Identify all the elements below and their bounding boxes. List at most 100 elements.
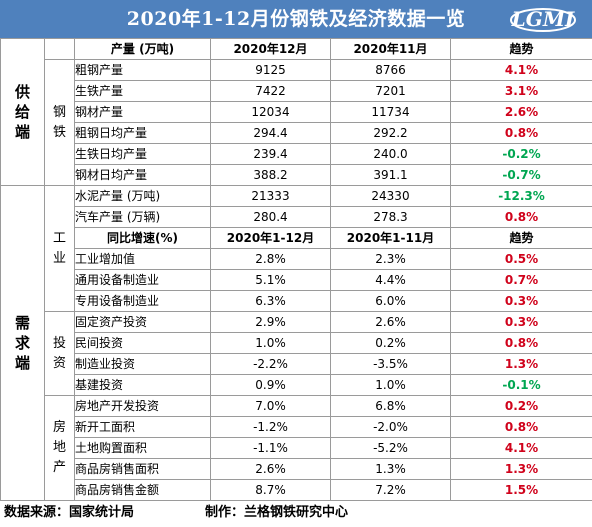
- table-row: 商品房销售金额 8.7% 7.2% 1.5%: [1, 479, 592, 501]
- row-name: 制造业投资: [74, 353, 211, 375]
- page-title: 2020年1-12月份钢铁及经济数据一览: [126, 8, 466, 30]
- table-row: 新开工面积 -1.2% -2.0% 0.8%: [1, 416, 592, 438]
- row-value-1: -1.2%: [210, 416, 331, 438]
- row-value-1: 0.9%: [210, 374, 331, 396]
- row-value-1: 7.0%: [210, 395, 331, 417]
- header-trend: 趋势: [450, 227, 592, 249]
- row-name: 粗钢日均产量: [74, 122, 211, 144]
- trend-badge: 4.1%: [450, 437, 592, 459]
- table-row: 生铁日均产量 239.4 240.0 -0.2%: [1, 143, 592, 165]
- row-value-2: 24330: [330, 185, 451, 207]
- table-row: 粗钢日均产量 294.4 292.2 0.8%: [1, 122, 592, 144]
- row-value-2: 4.4%: [330, 269, 451, 291]
- row-name: 商品房销售金额: [74, 479, 211, 501]
- trend-badge: 0.5%: [450, 248, 592, 270]
- svg-text:LGMI: LGMI: [511, 7, 575, 31]
- row-name: 新开工面积: [74, 416, 211, 438]
- row-value-2: 6.0%: [330, 290, 451, 312]
- row-name: 通用设备制造业: [74, 269, 211, 291]
- row-value-2: 2.3%: [330, 248, 451, 270]
- row-name: 生铁日均产量: [74, 143, 211, 165]
- table-row: 投资固定资产投资 2.9% 2.6% 0.3%: [1, 311, 592, 396]
- row-value-2: 1.0%: [330, 374, 451, 396]
- trend-badge: 0.8%: [450, 206, 592, 228]
- table-row: 钢材日均产量 388.2 391.1 -0.7%: [1, 164, 592, 186]
- row-value-1: 5.1%: [210, 269, 331, 291]
- table-row: 土地购置面积 -1.1% -5.2% 4.1%: [1, 437, 592, 459]
- table-row: 民间投资 1.0% 0.2% 0.8%: [1, 332, 592, 354]
- row-value-1: 21333: [210, 185, 331, 207]
- sub-steel: 钢铁: [44, 59, 75, 186]
- row-name: 工业增加值: [74, 248, 211, 270]
- row-value-2: 6.8%: [330, 395, 451, 417]
- header-row: 供给端 产量 (万吨) 2020年12月 2020年11月 趋势: [0, 38, 592, 186]
- lgmi-logo: LGMI: [510, 7, 576, 32]
- row-name: 商品房销售面积: [74, 458, 211, 480]
- row-value-1: -1.1%: [210, 437, 331, 459]
- row-name: 钢材产量: [74, 101, 211, 123]
- table-row: 专用设备制造业 6.3% 6.0% 0.3%: [1, 290, 592, 312]
- row-value-2: -5.2%: [330, 437, 451, 459]
- trend-badge: 1.3%: [450, 458, 592, 480]
- row-value-2: 8766: [330, 59, 451, 81]
- row-name: 房地产开发投资: [74, 395, 211, 417]
- row-value-2: 7.2%: [330, 479, 451, 501]
- trend-badge: 0.2%: [450, 395, 592, 417]
- trend-badge: 0.8%: [450, 416, 592, 438]
- row-value-2: 0.2%: [330, 332, 451, 354]
- row-value-2: -3.5%: [330, 353, 451, 375]
- row-value-2: 7201: [330, 80, 451, 102]
- row-name: 土地购置面积: [74, 437, 211, 459]
- sub-blank: [44, 38, 75, 60]
- row-value-2: 240.0: [330, 143, 451, 165]
- header-col1: 2020年1-12月: [210, 227, 331, 249]
- data-table: 供给端产量 (万吨) 2020年12月 2020年11月 趋势钢铁粗钢产量 9125 87…: [0, 38, 592, 501]
- row-value-1: 12034: [210, 101, 331, 123]
- row-value-1: 7422: [210, 80, 331, 102]
- row-value-2: 391.1: [330, 164, 451, 186]
- trend-badge: 0.3%: [450, 311, 592, 333]
- title-bar: 2020年1-12月份钢铁及经济数据一览 LGMI: [0, 0, 592, 38]
- header-name: 产量 (万吨): [74, 38, 211, 60]
- table-row: 钢材产量 12034 11734 2.6%: [1, 101, 592, 123]
- row-value-1: 9125: [210, 59, 331, 81]
- row-name: 生铁产量: [74, 80, 211, 102]
- table-row: 钢铁粗钢产量 9125 8766 4.1%: [1, 59, 592, 186]
- header-col1: 2020年12月: [210, 38, 331, 60]
- trend-badge: -12.3%: [450, 185, 592, 207]
- row-name: 固定资产投资: [74, 311, 211, 333]
- table-row: 需求端工业水泥产量 (万吨) 21333 24330 -12.3%: [0, 185, 592, 501]
- row-value-1: 2.9%: [210, 311, 331, 333]
- row-value-2: -2.0%: [330, 416, 451, 438]
- header-trend: 趋势: [450, 38, 592, 60]
- row-value-1: 1.0%: [210, 332, 331, 354]
- header-row: 同比增速(%) 2020年1-12月 2020年1-11月 趋势: [1, 227, 592, 249]
- table-row: 房地产房地产开发投资 7.0% 6.8% 0.2%: [1, 395, 592, 501]
- header-col2: 2020年1-11月: [330, 227, 451, 249]
- trend-badge: -0.1%: [450, 374, 592, 396]
- row-name: 粗钢产量: [74, 59, 211, 81]
- trend-badge: 0.8%: [450, 122, 592, 144]
- trend-badge: 4.1%: [450, 59, 592, 81]
- table-row: 制造业投资 -2.2% -3.5% 1.3%: [1, 353, 592, 375]
- trend-badge: 0.3%: [450, 290, 592, 312]
- header-col2: 2020年11月: [330, 38, 451, 60]
- trend-badge: 0.7%: [450, 269, 592, 291]
- row-value-2: 278.3: [330, 206, 451, 228]
- row-value-2: 11734: [330, 101, 451, 123]
- row-name: 钢材日均产量: [74, 164, 211, 186]
- table-row: 生铁产量 7422 7201 3.1%: [1, 80, 592, 102]
- section-supply: 供给端: [0, 38, 45, 186]
- trend-badge: 2.6%: [450, 101, 592, 123]
- row-value-2: 2.6%: [330, 311, 451, 333]
- sub-industry: 工业: [44, 185, 75, 312]
- row-name: 专用设备制造业: [74, 290, 211, 312]
- table-row: 基建投资 0.9% 1.0% -0.1%: [1, 374, 592, 396]
- header-name: 同比增速(%): [74, 227, 211, 249]
- row-name: 民间投资: [74, 332, 211, 354]
- row-value-2: 1.3%: [330, 458, 451, 480]
- trend-badge: 1.3%: [450, 353, 592, 375]
- row-name: 汽车产量 (万辆): [74, 206, 211, 228]
- trend-badge: 1.5%: [450, 479, 592, 501]
